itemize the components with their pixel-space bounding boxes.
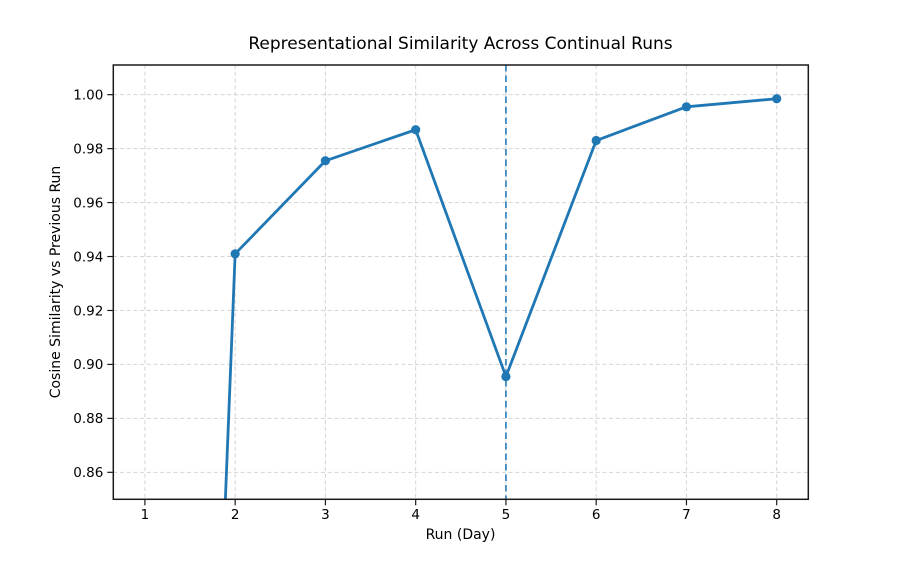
chart-title: Representational Similarity Across Conti… (248, 34, 673, 54)
tick-labels: 1 2 3 4 5 6 7 8 0.86 0.88 0.90 0.92 0.94 0.96 0.98 1.00 (73, 87, 781, 522)
data-point-marker (230, 249, 240, 259)
grid-lines (113, 65, 809, 500)
x-tick-label: 4 (411, 507, 420, 523)
series-line (223, 97, 779, 500)
data-point-marker (681, 102, 692, 112)
tick-marks (107, 94, 778, 506)
data-point-marker (501, 371, 511, 382)
x-tick-label: 2 (231, 507, 240, 523)
x-tick-label: 8 (772, 507, 781, 523)
series-group (223, 94, 782, 500)
y-tick-label: 0.92 (73, 303, 103, 319)
y-tick-label: 0.94 (73, 249, 103, 265)
data-point-marker (772, 94, 782, 104)
data-point-marker (320, 156, 331, 166)
axis-spines (112, 64, 810, 501)
x-tick-label: 7 (682, 507, 691, 523)
data-point-marker (411, 125, 421, 135)
y-tick-label: 1.00 (73, 87, 103, 103)
x-tick-label: 6 (592, 507, 601, 523)
x-axis-label: Run (Day) (425, 527, 496, 543)
y-tick-label: 0.88 (73, 411, 103, 427)
y-tick-label: 0.98 (73, 141, 103, 157)
x-tick-label: 1 (141, 507, 150, 523)
x-tick-label: 5 (502, 507, 511, 523)
y-tick-label: 0.96 (73, 195, 103, 211)
x-tick-label: 3 (321, 507, 330, 523)
y-tick-label: 0.90 (73, 357, 103, 373)
y-tick-label: 0.86 (73, 465, 103, 481)
data-point-marker (591, 135, 601, 146)
